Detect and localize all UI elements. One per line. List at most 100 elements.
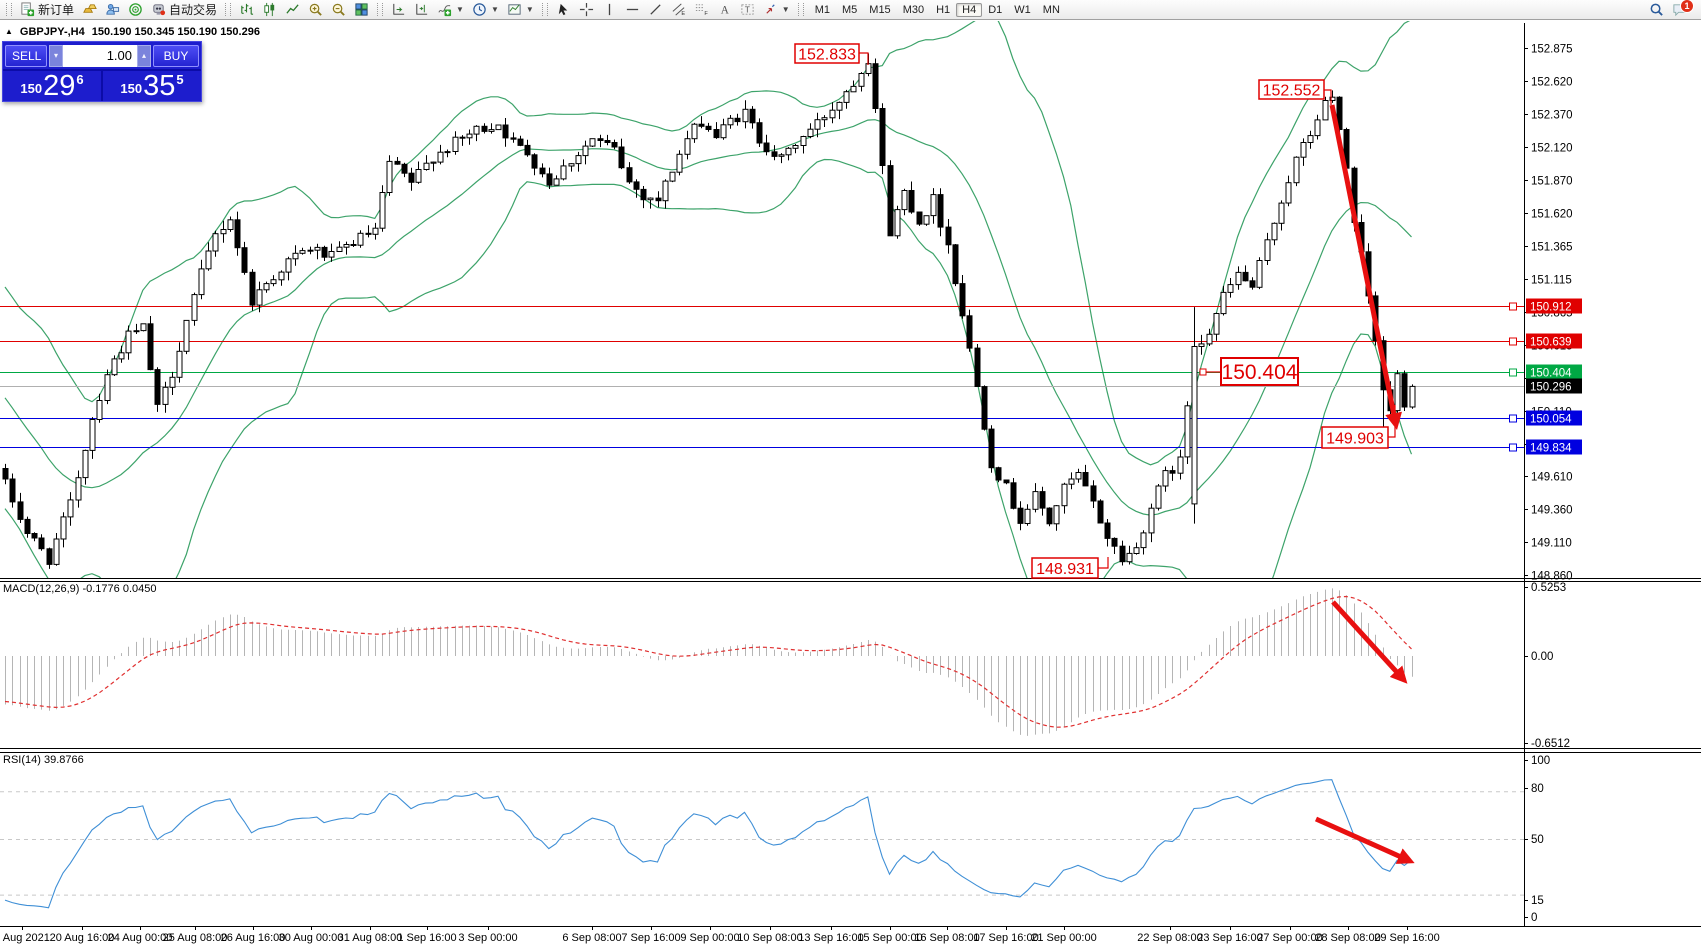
horizontal-line-button[interactable]	[622, 1, 643, 18]
buy-button[interactable]: BUY	[153, 44, 199, 67]
timeframe-d1-button[interactable]: D1	[988, 3, 1003, 16]
level-lines[interactable]	[0, 302, 1524, 452]
annotations[interactable]: 152.833 152.552 150.404 149.903 148.931	[794, 43, 1396, 579]
bar-chart-button[interactable]	[236, 1, 257, 18]
volume-increase-button[interactable]: ▴	[137, 44, 151, 67]
zoom-in-button[interactable]	[305, 1, 326, 18]
price-tick-label: 152.370	[1531, 110, 1573, 122]
toolbar-drag-handle[interactable]	[225, 3, 232, 16]
candle-body	[67, 499, 74, 518]
new-order-icon	[21, 2, 35, 17]
buy-price[interactable]: 150 35 5	[101, 71, 201, 101]
line-chart-button[interactable]	[282, 1, 303, 18]
candle-body	[46, 548, 53, 565]
sell-button[interactable]: SELL	[5, 44, 47, 67]
candle-body	[1256, 260, 1263, 288]
candle-body	[546, 173, 553, 186]
timeframe-m5-button[interactable]: M5	[842, 3, 858, 16]
periods-button[interactable]: ▼	[469, 1, 502, 18]
down-trend-arrow[interactable]	[1314, 816, 1415, 864]
annotation-leader	[1324, 89, 1332, 105]
indicators-button[interactable]: ▼	[434, 1, 467, 18]
level-price-badge-bg	[1526, 364, 1582, 380]
timeframe-h1-button[interactable]: H1	[936, 3, 951, 16]
chart-shift-button[interactable]	[411, 1, 432, 18]
market-watch-button[interactable]	[102, 1, 123, 18]
auto-scroll-button[interactable]	[388, 1, 409, 18]
auto-trading-button[interactable]: 自动交易	[148, 1, 220, 18]
volume-input[interactable]	[63, 44, 137, 67]
crosshair-button[interactable]	[576, 1, 597, 18]
trendline-button[interactable]	[645, 1, 666, 18]
candle-body	[1097, 500, 1104, 524]
annotation-box[interactable]	[1258, 79, 1325, 100]
search-icon[interactable]	[1649, 2, 1664, 17]
toolbar-drag-handle[interactable]	[797, 3, 804, 16]
annotation-box[interactable]	[1321, 426, 1389, 449]
notifications-button[interactable]: 1	[1672, 0, 1694, 18]
equidistant-channel-button[interactable]: E	[668, 1, 689, 18]
down-trend-arrow[interactable]	[1329, 104, 1403, 431]
new-order-button[interactable]: 新订单	[17, 1, 77, 18]
level-line-handle	[1509, 337, 1517, 346]
candle-body	[771, 151, 778, 157]
candle-body	[589, 138, 596, 147]
text-label-button[interactable]: T	[737, 1, 758, 18]
timeframe-mn-button[interactable]: MN	[1042, 3, 1060, 16]
collapse-triangle-icon[interactable]: ▲	[5, 26, 13, 36]
level-price-badge: 150.639	[1530, 337, 1572, 349]
trend-arrows[interactable]	[1314, 104, 1415, 864]
toolbar-right-group: 1	[1649, 0, 1698, 18]
candle-body	[945, 226, 952, 246]
arrows-tool-button[interactable]: ▼	[760, 1, 793, 18]
candle-body	[1010, 482, 1017, 509]
candle-body	[1293, 156, 1300, 184]
toolbar-drag-handle[interactable]	[6, 3, 12, 16]
toolbar-drag-handle[interactable]	[541, 3, 548, 16]
current-price-badge: 150.296	[1530, 382, 1572, 394]
cursor-button[interactable]	[553, 1, 574, 18]
candle-body	[1082, 472, 1089, 487]
time-tick-label: 21 Sep 00:00	[1031, 932, 1096, 944]
navigator-button[interactable]	[125, 1, 146, 18]
timeframe-w1-button[interactable]: W1	[1014, 3, 1031, 16]
timeframe-m15-button[interactable]: M15	[869, 3, 891, 16]
candle-body	[524, 144, 531, 156]
timeframe-m30-button[interactable]: M30	[902, 3, 925, 16]
candle-body	[836, 101, 843, 111]
sell-price[interactable]: 150 29 6	[20, 70, 84, 102]
annotation-box[interactable]	[1031, 557, 1099, 579]
annotation-box[interactable]	[794, 43, 860, 64]
candle-body	[17, 501, 24, 520]
timeframe-m1-button[interactable]: M1	[814, 3, 830, 16]
price-axis[interactable]: 152.875 152.620 152.370 152.120 151.870 151.6…	[1524, 44, 1582, 925]
text-button[interactable]: A	[714, 1, 735, 18]
templates-caret: ▼	[525, 5, 534, 14]
toolbar-drag-handle[interactable]	[377, 3, 384, 16]
annotation-box[interactable]	[1220, 357, 1299, 386]
price-tick-label: 149.110	[1531, 538, 1572, 550]
vertical-line-button[interactable]	[599, 1, 620, 18]
candle-body	[1090, 485, 1097, 502]
zoom-out-button[interactable]	[328, 1, 349, 18]
annotation-anchor	[1199, 368, 1207, 376]
trade-panel-prices: 150 29 6 150 35 5	[3, 69, 201, 101]
level-line-handle	[1509, 302, 1517, 311]
candle-body	[191, 294, 198, 321]
tile-windows-button[interactable]	[351, 1, 372, 18]
symbol-title: GBPJPY-,H4	[19, 26, 85, 38]
price-chart[interactable]: 152.875 152.620 152.370 152.120 151.870 151.6…	[0, 20, 1701, 945]
history-center-button[interactable]	[79, 1, 100, 18]
timeframe-h4-button[interactable]: H4	[956, 2, 983, 17]
fibonacci-button[interactable]: F	[691, 1, 712, 18]
templates-button[interactable]: ▼	[504, 1, 537, 18]
level-price-badge-bg	[1526, 439, 1582, 455]
candle-body	[850, 85, 857, 93]
new-order-label: 新订单	[38, 3, 75, 17]
down-trend-arrow[interactable]	[1331, 600, 1408, 684]
candlestick-chart-button[interactable]	[259, 1, 280, 18]
volume-decrease-button[interactable]: ▾	[49, 44, 63, 67]
candle-body	[923, 215, 930, 225]
bb-upper-line	[4, 21, 1411, 466]
